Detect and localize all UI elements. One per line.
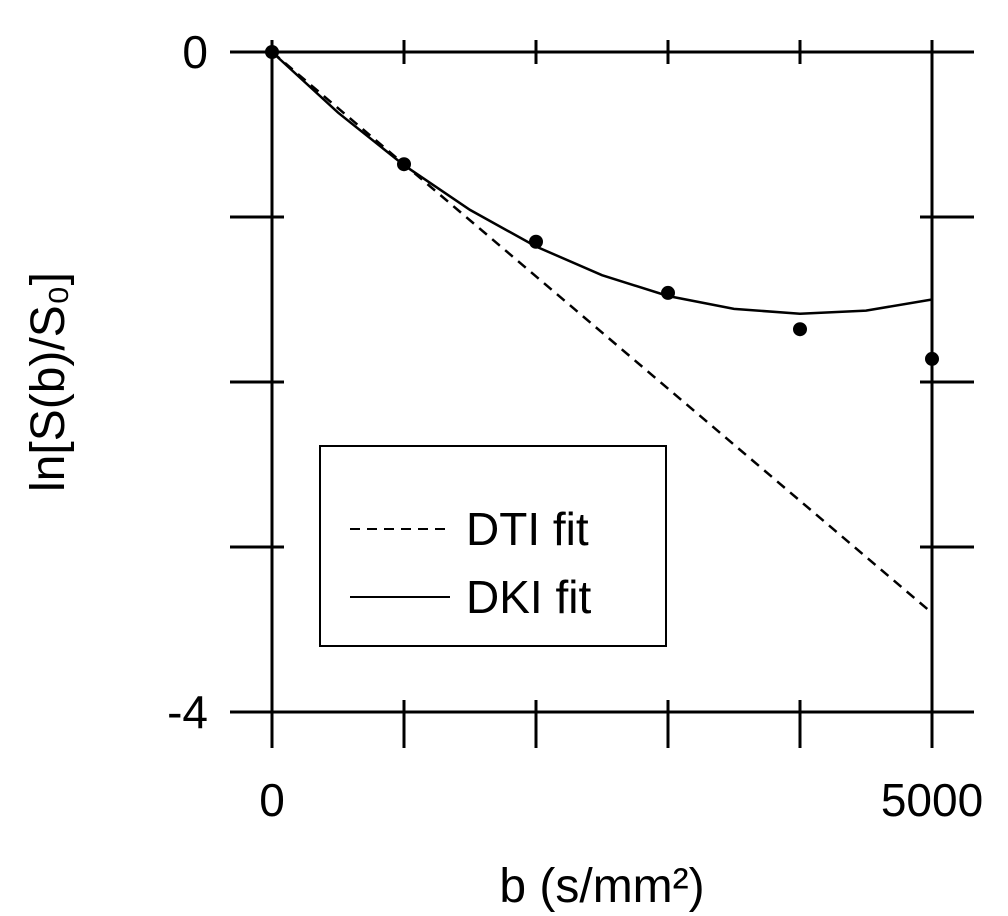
y-tick-label: 0 <box>182 26 208 78</box>
data-point <box>529 234 543 249</box>
y-ticks: 0 -4 <box>167 26 974 738</box>
dki-fit-line <box>271 51 933 315</box>
y-axis-title: ln[S(b)/S₀] <box>22 272 75 492</box>
x-ticks: 0 5000 <box>259 40 983 826</box>
x-tick-label: 0 <box>259 774 285 826</box>
legend-box <box>319 445 667 647</box>
data-point <box>925 351 939 366</box>
data-point <box>661 285 675 300</box>
legend-label-dki: DKI fit <box>466 571 591 623</box>
points-layer <box>265 45 939 366</box>
x-axis-title: b (s/mm²) <box>499 860 704 913</box>
series-layer <box>271 51 933 614</box>
data-point <box>397 157 411 172</box>
data-point <box>265 45 279 59</box>
legend: DTI fit DKI fit <box>319 445 667 647</box>
data-point <box>793 322 807 337</box>
legend-label-dti: DTI fit <box>466 503 589 555</box>
dti-fit-line <box>271 51 933 614</box>
y-tick-label: -4 <box>167 686 208 738</box>
x-tick-label: 5000 <box>881 774 983 826</box>
